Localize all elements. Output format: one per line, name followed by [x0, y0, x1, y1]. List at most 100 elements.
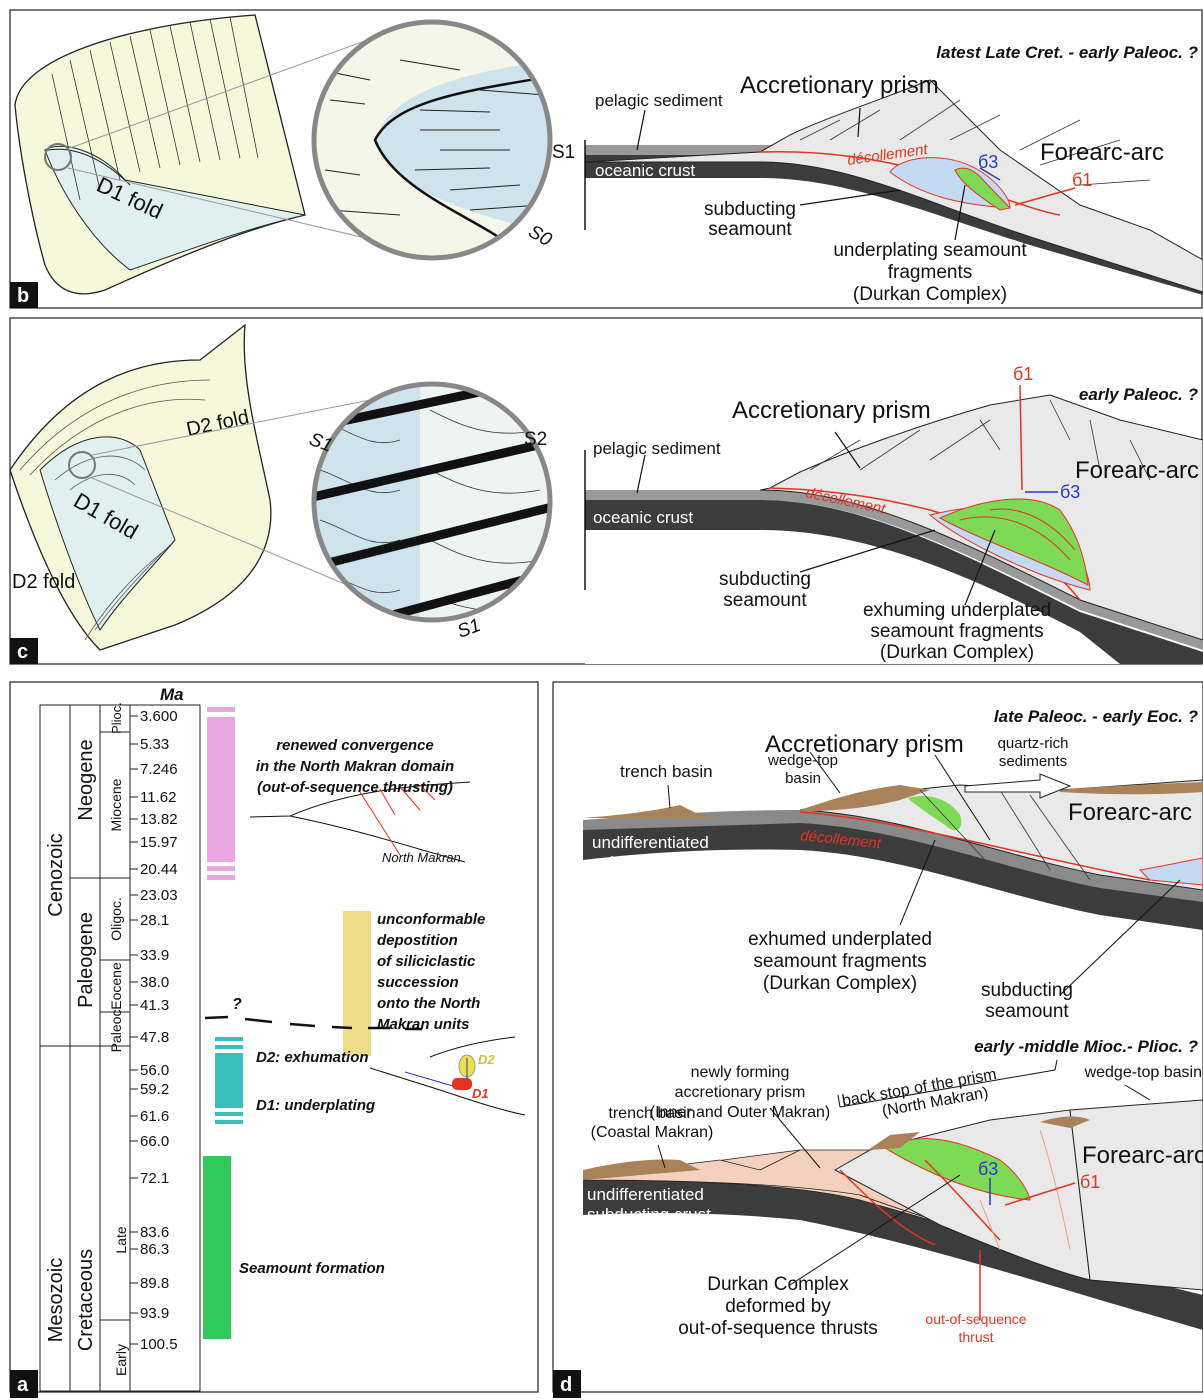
c-d2-fold-left: D2 fold: [12, 571, 75, 593]
d2-mini-label: D2: [478, 1052, 495, 1067]
panel-a-letter: a: [17, 1374, 29, 1396]
s1-label: S1: [552, 142, 575, 163]
panel-c-forearc: Forearc-arc: [1075, 457, 1199, 484]
epoch-paleoc: Paleoc.: [108, 1006, 124, 1053]
age-tick-label: 28.1: [140, 912, 169, 929]
age-tick-label: 38.0: [140, 974, 169, 991]
bar-pink-4: [207, 875, 235, 880]
age-tick-label: 5.33: [140, 736, 169, 753]
d-upper-age: late Paleoc. - early Eoc. ?: [994, 707, 1199, 726]
event-bars: [203, 707, 371, 1339]
d-oos-2: thrust: [958, 1329, 993, 1345]
unconf-5: onto the North: [377, 995, 480, 1012]
d-newprism-3: (Inner and Outer Makran): [650, 1104, 831, 1121]
period-neogene: Neogene: [75, 739, 97, 820]
age-tick-label: 72.1: [140, 1170, 169, 1187]
cross-section-d-upper: late Paleoc. - early Eoc. ? Accretionary…: [583, 707, 1203, 1022]
d-lower-trench-1: trench basin: [608, 1105, 695, 1122]
epoch-eocene: Eocene: [108, 962, 124, 1010]
bar-pink-1: [207, 707, 235, 712]
panel-b-forearc: Forearc-arc: [1040, 139, 1164, 166]
epoch-plioc: Plioc.: [109, 702, 124, 734]
panel-b-fragments-2: fragments: [888, 262, 972, 283]
age-tick-label: 86.3: [140, 1241, 169, 1258]
bar-teal-2: [215, 1045, 243, 1049]
age-tick-label: 13.82: [140, 811, 178, 828]
d-upper-crust-1: undifferentiated: [592, 833, 709, 852]
epoch-miocene: Miocene: [108, 778, 124, 831]
unconf-1: unconformable: [377, 911, 485, 928]
d-upper-frag-2: seamount fragments: [753, 951, 926, 972]
bar-green: [203, 1156, 231, 1339]
panel-c-seamount-1: subducting: [719, 569, 811, 590]
panel-c-prism: Accretionary prism: [732, 397, 931, 424]
age-tick-label: 59.2: [140, 1081, 169, 1098]
north-makran-label: North Makran: [382, 850, 461, 865]
d-durkan-3: out-of-sequence thrusts: [678, 1318, 878, 1339]
era-cenozoic: Cenozoic: [45, 833, 67, 916]
renewed-2: in the North Makran domain: [256, 758, 454, 775]
age-tick-label: 41.3: [140, 997, 169, 1014]
age-tick-label: 15.97: [140, 834, 178, 851]
d-upper-crust-2: subducting crust: [592, 853, 716, 872]
d-newprism-1: newly forming: [691, 1064, 790, 1081]
unconf-4: succession: [377, 974, 459, 991]
north-makran-sketch: North Makran: [249, 781, 471, 865]
cross-section-d-lower: early -middle Mioc.- Plioc. ? newly form…: [582, 1037, 1203, 1345]
d-upper-seamount-2: seamount: [985, 1001, 1069, 1022]
panel-c-age: early Paleoc. ?: [1079, 385, 1199, 404]
s0-label: S0: [525, 221, 556, 251]
d-upper-prism: Accretionary prism: [765, 731, 964, 758]
panel-c-crust: oceanic crust: [593, 508, 693, 527]
panel-b-pelagic: pelagic sediment: [595, 91, 723, 110]
bar-pink-2: [207, 717, 235, 862]
panel-c-fragments-2: seamount fragments: [870, 621, 1043, 642]
panel-c-fragments-3: (Durkan Complex): [880, 642, 1034, 663]
d-upper-frag-1: exhumed underplated: [748, 929, 932, 950]
age-tick-label: 23.03: [140, 887, 178, 904]
age-tick-label: 89.8: [140, 1275, 169, 1292]
unconf-3: of siliciclastic: [377, 953, 476, 970]
panel-c: c D1 fold D2 fold D2 fold: [9, 317, 1203, 665]
panel-a: a Ma Cenozoic Mesozoic Neogene Paleogene…: [9, 681, 539, 1398]
d-wedge-2: basin: [785, 770, 821, 787]
panel-b-sigma1: б1: [1072, 170, 1092, 190]
bar-pink-3: [207, 866, 235, 871]
unconformity-dash: [204, 1015, 422, 1031]
bar-teal-4: [215, 1112, 243, 1116]
age-tick-label: 61.6: [140, 1108, 169, 1125]
age-tick-label: 3.600: [140, 708, 178, 725]
d2-fold-sketch: D1 fold D2 fold D2 fold: [9, 323, 272, 651]
age-tick-label: 20.44: [140, 861, 178, 878]
renewed-3: (out-of-sequence thrusting): [257, 779, 453, 796]
d-newprism-2: accretionary prism: [675, 1084, 806, 1101]
d-upper-frag-3: (Durkan Complex): [763, 973, 917, 994]
age-tick-label: 100.5: [140, 1336, 178, 1353]
panel-c-sigma3: б3: [1060, 482, 1080, 502]
d-upper-seamount-1: subducting: [981, 980, 1073, 1001]
d2-exhumation: D2: exhumation: [256, 1049, 369, 1066]
microstructure-zoom-b: S1 S0: [311, 19, 575, 261]
panel-b-prism: Accretionary prism: [740, 72, 939, 99]
d-wedge-1: wedge-top: [767, 752, 838, 769]
panel-b-age: latest Late Cret. - early Paleoc. ?: [936, 43, 1198, 62]
panel-b-seamount-2: seamount: [708, 219, 792, 240]
d1-fold-sketch: D1 fold: [14, 14, 306, 295]
d-oos-1: out-of-sequence: [925, 1311, 1026, 1327]
d-lower-sigma3: б3: [978, 1159, 998, 1179]
cross-section-b: latest Late Cret. - early Paleoc. ? Accr…: [584, 43, 1203, 305]
ma-header: Ma: [160, 685, 184, 704]
panel-b-crust: oceanic crust: [595, 161, 695, 180]
d-durkan-1: Durkan Complex: [707, 1274, 849, 1295]
panel-b-fragments-1: underplating seamount: [833, 240, 1027, 261]
seamount-formation: Seamount formation: [239, 1260, 385, 1277]
panel-c-seamount-2: seamount: [723, 590, 807, 611]
d-lower-crust-1: undifferentiated: [587, 1185, 704, 1204]
d-lower-age: early -middle Mioc.- Plioc. ?: [974, 1037, 1198, 1056]
panel-c-pelagic: pelagic sediment: [593, 439, 721, 458]
d-upper-forearc: Forearc-arc: [1068, 799, 1192, 826]
panel-b-fragments-3: (Durkan Complex): [853, 284, 1007, 305]
microstructure-zoom-c: S1 S2 S1: [306, 381, 553, 643]
d-lower-sigma1: б1: [1080, 1172, 1100, 1192]
